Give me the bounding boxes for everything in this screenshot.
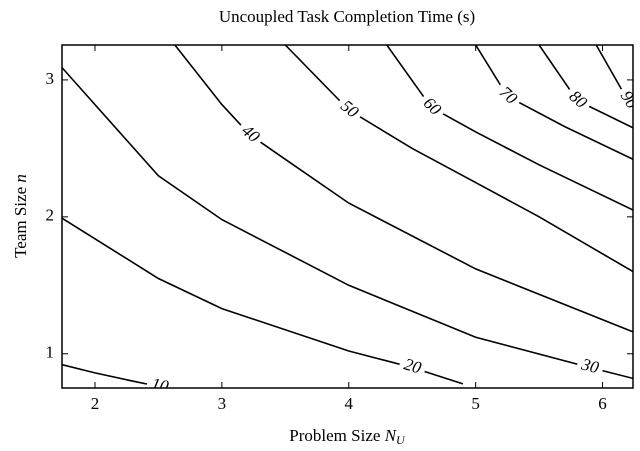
contour-line bbox=[475, 45, 633, 161]
x-tick-label: 4 bbox=[345, 394, 354, 413]
contour-label-bg bbox=[333, 94, 365, 126]
contour-label-group: 50 bbox=[333, 94, 365, 126]
contour-label: 20 bbox=[402, 354, 424, 377]
contour-label-bg bbox=[145, 375, 175, 388]
y-label-text: Team Size bbox=[11, 183, 30, 258]
contour-label-bg bbox=[613, 84, 633, 117]
contour-label-bg bbox=[397, 355, 428, 380]
contour-line bbox=[62, 363, 160, 388]
y-tick-label: 1 bbox=[46, 343, 55, 362]
y-tick-label: 2 bbox=[46, 206, 55, 225]
contour-label-group: 20 bbox=[397, 354, 428, 380]
x-tick-label: 6 bbox=[598, 394, 607, 413]
contour-label: 10 bbox=[150, 374, 171, 396]
contour-label-group: 10 bbox=[145, 374, 175, 396]
x-label-text: Problem Size bbox=[289, 426, 384, 445]
y-axis-label: Team Size n bbox=[11, 174, 30, 258]
contour-line bbox=[174, 45, 633, 333]
contour-label-group: 30 bbox=[575, 354, 605, 380]
contour-line bbox=[538, 45, 633, 129]
y-tick-label: 3 bbox=[46, 69, 55, 88]
contour-label-bg bbox=[575, 355, 605, 380]
axes-frame bbox=[61, 44, 634, 389]
contour-label-group: 90 bbox=[613, 84, 633, 117]
x-label-var: N bbox=[384, 426, 398, 445]
x-tick-label: 3 bbox=[218, 394, 227, 413]
contour-line bbox=[284, 45, 633, 273]
contour-line bbox=[386, 45, 633, 211]
x-axis-label: Problem Size NU bbox=[289, 426, 406, 447]
contour-label-bg bbox=[491, 80, 524, 112]
chart-title: Uncoupled Task Completion Time (s) bbox=[219, 7, 475, 26]
contour-label-bg bbox=[415, 91, 447, 123]
contour-label-group: 70 bbox=[491, 80, 524, 112]
contour-label-bg bbox=[561, 85, 593, 116]
contour-label-group: 60 bbox=[415, 91, 447, 123]
y-label-var: n bbox=[11, 174, 30, 183]
x-tick-label: 2 bbox=[91, 394, 100, 413]
contour-label-bg bbox=[234, 119, 266, 150]
x-label-sub: U bbox=[396, 433, 406, 447]
x-tick-label: 5 bbox=[471, 394, 480, 413]
contour-label: 30 bbox=[579, 354, 602, 377]
contour-label-group: 80 bbox=[561, 85, 593, 116]
